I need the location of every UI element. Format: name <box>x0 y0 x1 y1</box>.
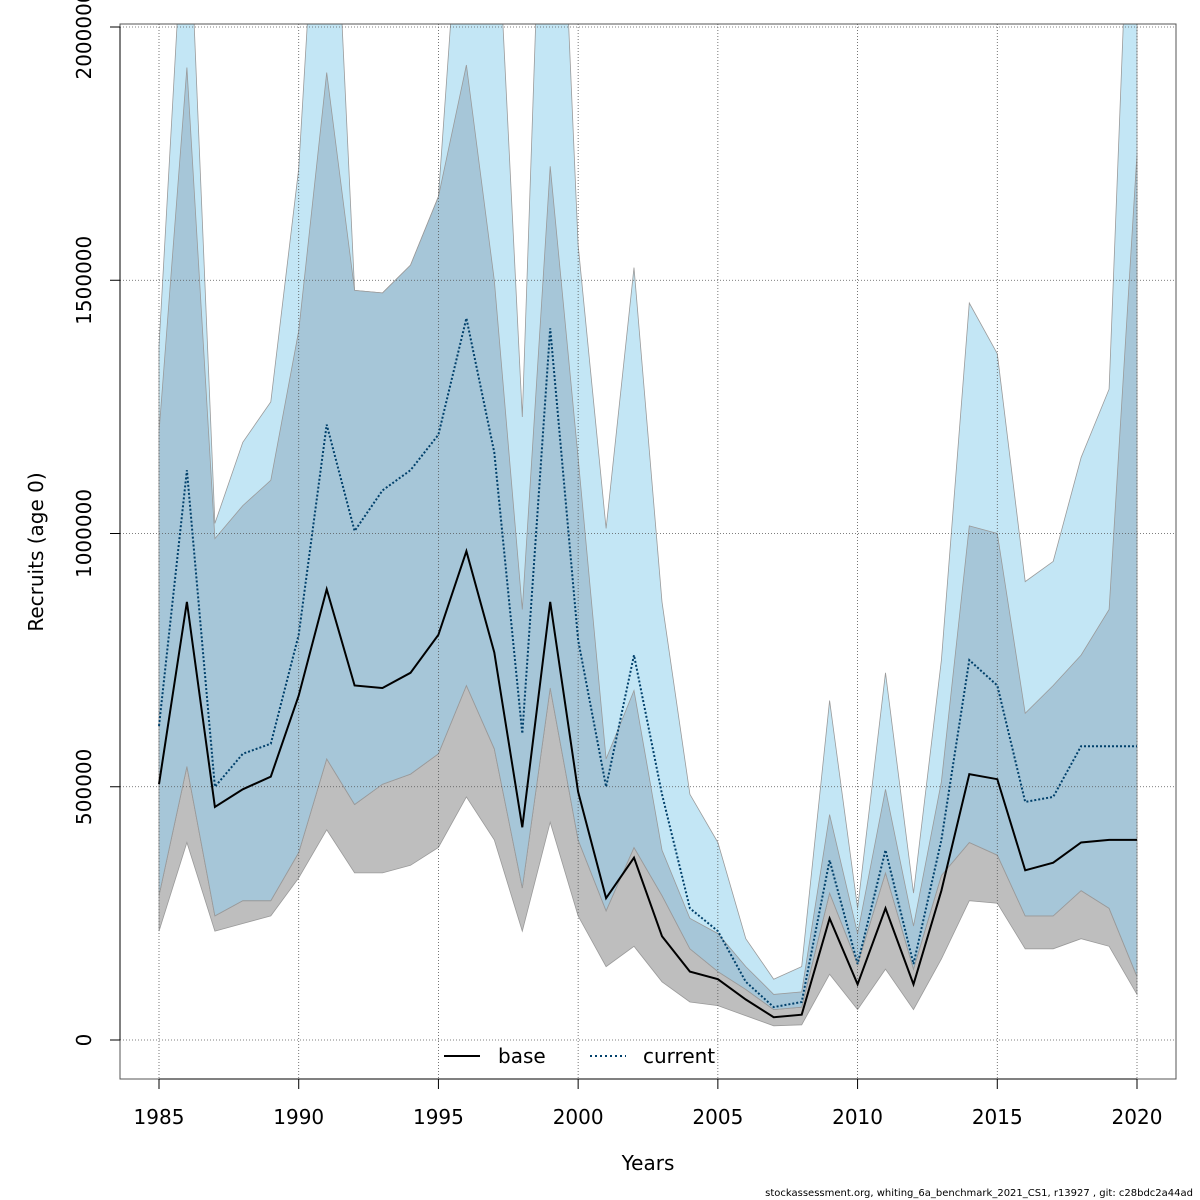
y-tick-label: 500000 <box>72 749 96 825</box>
y-axis: 0 500000 1000000 1500000 2000000 <box>72 0 121 1047</box>
y-tick-label: 2000000 <box>72 0 96 80</box>
confidence-bands <box>158 24 1138 1027</box>
y-axis-title: Recruits (age 0) <box>24 472 48 631</box>
x-tick-label: 2010 <box>832 1105 883 1129</box>
x-axis-title: Years <box>621 1151 675 1175</box>
y-tick-label: 1000000 <box>72 489 96 578</box>
legend-label-current: current <box>643 1044 715 1068</box>
y-tick-label: 1500000 <box>72 236 96 325</box>
x-axis: 1985 1990 1995 2000 2005 2010 2015 2020 <box>134 1078 1163 1129</box>
legend: base current <box>444 1044 715 1068</box>
series-line-base <box>158 547 1137 1019</box>
series-lines <box>158 317 1137 1019</box>
x-tick-label: 1985 <box>134 1105 185 1129</box>
series-line-current <box>158 317 1137 1009</box>
x-tick-label: 2015 <box>972 1105 1023 1129</box>
legend-label-base: base <box>498 1044 546 1068</box>
x-tick-label: 2020 <box>1112 1105 1163 1129</box>
x-tick-label: 1990 <box>273 1105 324 1129</box>
y-tick-label: 0 <box>72 1034 96 1047</box>
x-tick-label: 1995 <box>413 1105 464 1129</box>
x-tick-label: 2005 <box>692 1105 743 1129</box>
band-overlap <box>158 64 1138 1011</box>
footer-credit: stockassessment.org, whiting_6a_benchmar… <box>765 1188 1193 1199</box>
x-tick-label: 2000 <box>553 1105 604 1129</box>
